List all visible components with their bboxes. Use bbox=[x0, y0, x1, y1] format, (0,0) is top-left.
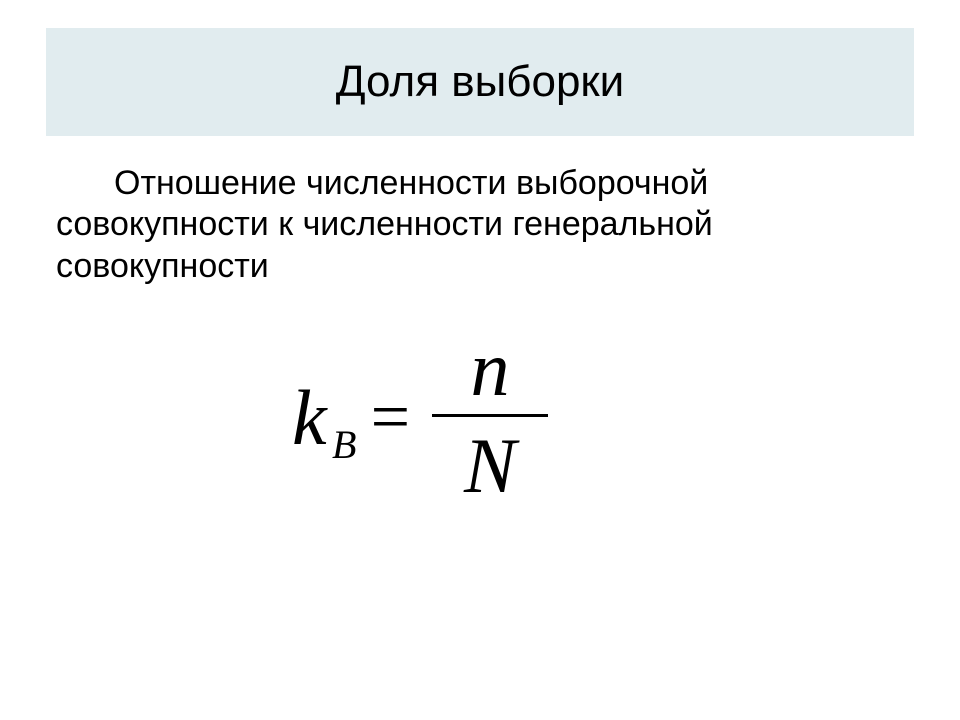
formula: k B = n N bbox=[292, 330, 548, 505]
slide: Доля выборки Отношение численности выбор… bbox=[0, 0, 960, 720]
formula-numerator: n bbox=[453, 330, 528, 414]
formula-lhs-symbol: k bbox=[292, 374, 327, 461]
formula-lhs: k B bbox=[292, 379, 327, 457]
formula-denominator: N bbox=[446, 417, 534, 505]
formula-fraction: n N bbox=[432, 330, 548, 505]
title-box: Доля выборки bbox=[46, 28, 914, 136]
formula-equals: = bbox=[371, 383, 410, 453]
formula-container: k B = n N bbox=[0, 330, 960, 505]
formula-lhs-subscript: B bbox=[332, 425, 356, 465]
body-paragraph: Отношение численности выборочной совокуп… bbox=[56, 163, 904, 287]
slide-title: Доля выборки bbox=[336, 57, 625, 107]
